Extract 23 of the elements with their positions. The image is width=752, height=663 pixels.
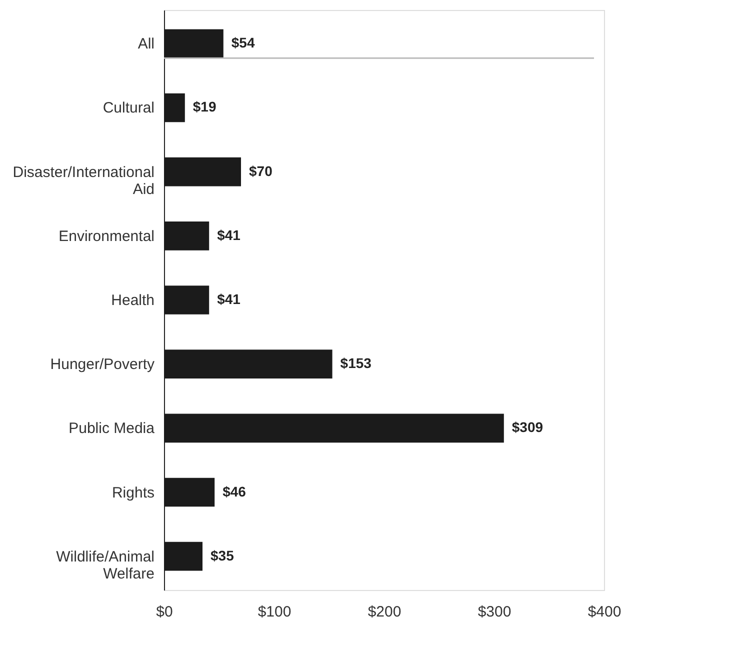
- y-tick-label: Wildlife/Animal Welfare: [56, 548, 154, 582]
- y-tick-label: Rights: [112, 484, 154, 502]
- data-label: $35: [210, 547, 234, 564]
- data-label: $46: [222, 483, 246, 500]
- y-tick-label: Cultural: [102, 100, 154, 117]
- y-tick-label: Disaster/International Aid: [12, 164, 154, 198]
- x-tick-label: $300: [478, 604, 512, 620]
- data-label: $153: [340, 355, 372, 372]
- y-tick-label: Health: [111, 292, 154, 309]
- x-tick-label: $100: [258, 604, 292, 620]
- data-label: $19: [192, 98, 216, 115]
- x-tick-label: $0: [156, 604, 173, 620]
- data-label: $54: [231, 34, 255, 51]
- data-label: $41: [217, 226, 241, 243]
- y-tick-label: Hunger/Poverty: [50, 356, 155, 374]
- data-label: $41: [217, 291, 241, 307]
- y-tick-label: Public Media: [68, 420, 156, 438]
- y-tick-label: All: [138, 36, 154, 53]
- data-label: $309: [512, 419, 544, 436]
- x-tick-label: $200: [368, 604, 402, 620]
- y-tick-label: Environmental: [58, 228, 154, 245]
- data-label: $70: [249, 162, 273, 179]
- x-tick-label: $400: [588, 604, 622, 620]
